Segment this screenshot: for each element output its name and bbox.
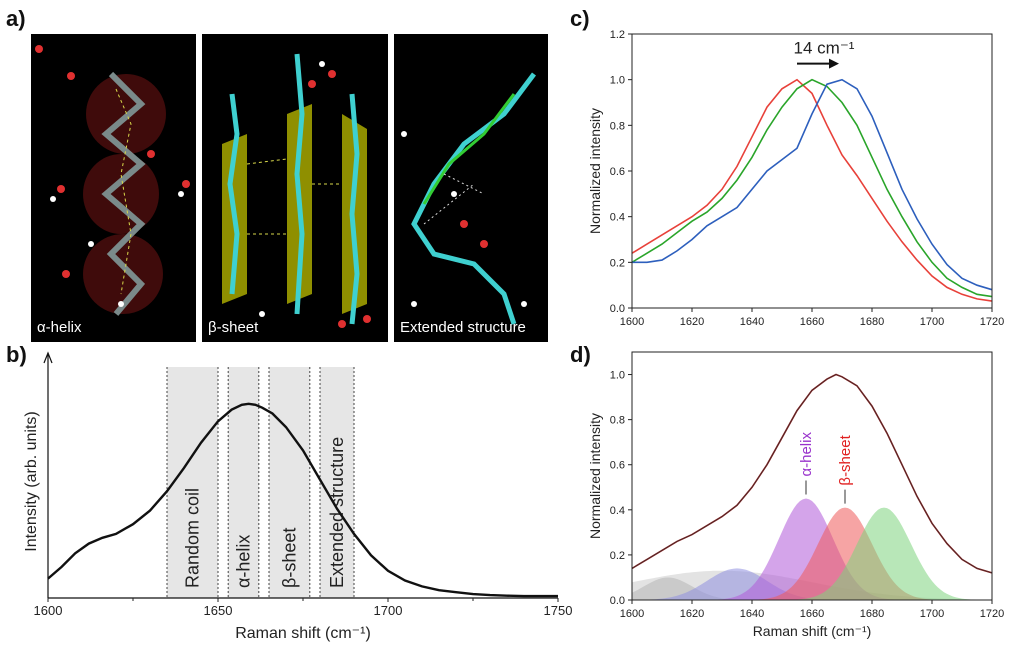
component-peak-5 [632, 507, 992, 600]
x-tick-label: 1640 [740, 608, 764, 620]
x-axis-label: Raman shift (cm⁻¹) [235, 625, 371, 642]
y-tick-label: 0.6 [610, 460, 625, 472]
y-axis-label: Intensity (arb. units) [23, 411, 40, 552]
component-peak-3 [632, 498, 992, 600]
x-tick-label: 1720 [980, 608, 1004, 620]
shift-arrow-head [829, 58, 839, 69]
extended-structure-label: Extended structure [400, 319, 526, 336]
y-tick-label: 0.2 [610, 257, 625, 269]
y-tick-label: 0.0 [610, 303, 625, 315]
y-axis-label: Normalized intensity [587, 108, 603, 234]
beta-sheet-render [222, 53, 371, 328]
extended-structure-image: Extended structure [394, 34, 548, 342]
y-tick-label: 0.8 [610, 415, 625, 427]
peak-label-0: α-helix [798, 432, 815, 477]
alpha-helix-render [35, 45, 190, 316]
chart-c: 1600 1620 1640 1660 1680 1700 1720 0.0 0.2 0.4 0.6… [587, 29, 1004, 328]
x-tick-label: 1680 [860, 608, 884, 620]
y-axis-arrow [43, 351, 53, 364]
panel-label-a: a) [6, 6, 26, 31]
x-axis-label: Raman shift (cm⁻¹) [753, 623, 872, 639]
extended-structure-render [401, 72, 536, 325]
y-tick-label: 0.6 [610, 166, 625, 178]
alpha-helix-image: α-helix [31, 34, 196, 342]
series-line-2 [632, 78, 993, 291]
band-label: β-sheet [279, 528, 299, 588]
x-tick-label: 1660 [800, 608, 824, 620]
y-tick-label: 1.0 [610, 75, 625, 87]
panel-label-d: d) [570, 342, 591, 367]
y-axis-label: Normalized intensity [587, 413, 603, 539]
x-tick-label: 1680 [860, 316, 884, 328]
chart-d: 1600 1620 1640 1660 1680 1700 1720 0.0 0.2 0.4 0.6… [587, 351, 1004, 639]
x-tick-label: 1660 [800, 316, 824, 328]
component-peak-4 [632, 507, 992, 600]
component-peak-2 [632, 568, 992, 600]
panel-label-c: c) [570, 6, 590, 31]
panel-label-b: b) [6, 342, 27, 367]
y-tick-label: 0.0 [610, 595, 625, 607]
y-tick-label: 1.0 [610, 370, 625, 382]
x-tick-label: 1700 [374, 603, 403, 618]
shift-annotation: 14 cm⁻¹ [794, 39, 855, 58]
beta-sheet-image: β-sheet [202, 34, 388, 342]
x-tick-label: 1700 [920, 608, 944, 620]
x-tick-label: 1600 [34, 603, 63, 618]
x-tick-label: 1600 [620, 316, 644, 328]
x-tick-label: 1650 [204, 603, 233, 618]
series-line-1 [631, 78, 993, 298]
x-tick-label: 1700 [920, 316, 944, 328]
band-label: Extended structure [327, 437, 347, 588]
series-line-0 [631, 78, 993, 302]
x-tick-label: 1620 [680, 316, 704, 328]
y-tick-label: 0.4 [610, 505, 625, 517]
band-0 [167, 367, 218, 598]
x-tick-label: 1640 [740, 316, 764, 328]
band-2 [269, 367, 310, 598]
peak-label-1: β-sheet [837, 434, 854, 485]
x-tick-label: 1600 [620, 608, 644, 620]
series-line-0 [47, 402, 558, 598]
y-tick-label: 1.2 [610, 29, 625, 41]
band-label: Random coil [183, 488, 203, 588]
beta-sheet-label: β-sheet [208, 319, 259, 336]
alpha-helix-label: α-helix [37, 319, 82, 336]
y-tick-label: 0.8 [610, 120, 625, 132]
x-tick-label: 1720 [980, 316, 1004, 328]
x-tick-label: 1750 [544, 603, 573, 618]
y-tick-label: 0.4 [610, 212, 625, 224]
plot-frame [631, 33, 993, 309]
chart-b: Random coil α-helix β-sheet Extended struct… [23, 351, 573, 642]
x-tick-label: 1620 [680, 608, 704, 620]
data-trace-line [631, 374, 993, 574]
band-label: α-helix [234, 535, 254, 588]
band-3 [320, 367, 354, 598]
y-tick-label: 0.2 [610, 550, 625, 562]
